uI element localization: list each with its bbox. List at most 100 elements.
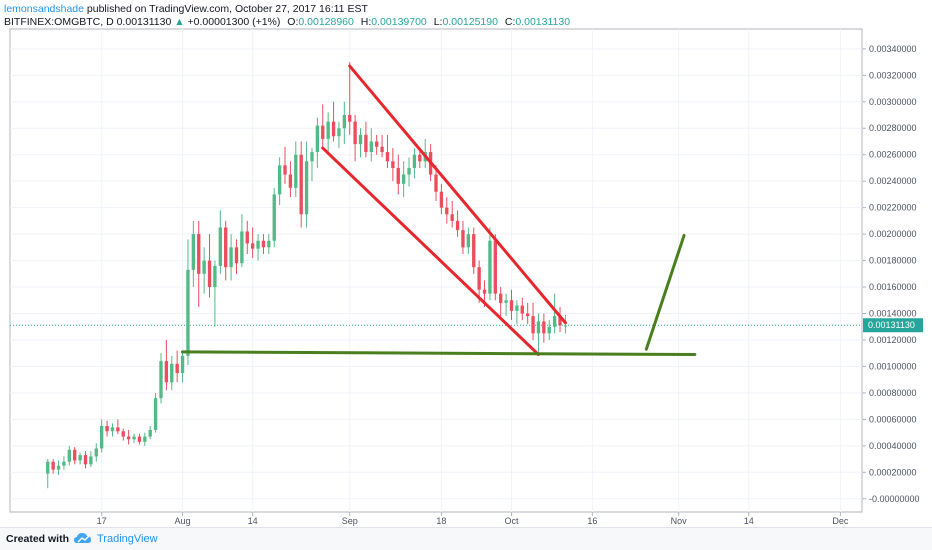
candle-down xyxy=(51,461,55,470)
candles xyxy=(46,62,568,489)
candle-up xyxy=(46,461,50,474)
x-tick-label: 14 xyxy=(744,516,754,526)
candle-up xyxy=(466,234,471,248)
low-value: 0.00125190 xyxy=(442,16,498,28)
candle-up xyxy=(401,174,406,184)
candle-down xyxy=(250,243,255,249)
candle-up xyxy=(267,240,271,248)
candle-down xyxy=(261,240,266,248)
candle-down xyxy=(375,141,379,147)
candle-down xyxy=(164,361,169,383)
last-price-badge: 0.00131130 xyxy=(863,318,923,333)
candle-up xyxy=(310,152,314,162)
y-tick-label: 0.00200000 xyxy=(869,229,917,239)
candle-up xyxy=(89,456,93,465)
trend-drawings[interactable] xyxy=(181,64,697,357)
last-price-badge-label: 0.00131130 xyxy=(868,320,915,330)
x-tick-label: Sep xyxy=(342,516,358,526)
candle-up xyxy=(148,429,152,437)
y-tick-label: 0.00340000 xyxy=(869,44,917,54)
x-tick-label: Dec xyxy=(832,516,849,526)
candle-up xyxy=(62,461,66,466)
candle-down xyxy=(283,165,287,175)
tradingview-brand[interactable]: TradingView xyxy=(97,533,158,545)
candle-up xyxy=(143,436,147,442)
y-tick-label: 0.00280000 xyxy=(869,123,917,133)
candle-down xyxy=(450,214,454,221)
candle-up xyxy=(504,300,508,303)
candle-down xyxy=(542,321,546,334)
candle-down xyxy=(234,247,239,264)
candle-down xyxy=(299,154,303,215)
last-price: 0.00131130 xyxy=(116,16,172,28)
plot-area[interactable] xyxy=(9,28,863,513)
candle-down xyxy=(288,174,293,188)
lower-channel-line xyxy=(321,146,540,357)
x-tick-label: Aug xyxy=(175,516,191,526)
candle-down xyxy=(121,431,125,437)
candle-down xyxy=(353,121,357,145)
candle-up xyxy=(94,448,98,457)
candle-up xyxy=(240,231,244,264)
price-chart[interactable]: 0.00340000 0.00320000 0.00300000 0.00280000… xyxy=(0,0,932,527)
candle-down xyxy=(472,234,476,268)
candle-down xyxy=(116,427,120,432)
candle-down xyxy=(105,425,109,432)
candle-down xyxy=(461,230,465,248)
candle-down xyxy=(83,455,88,465)
close-label: C: xyxy=(504,16,516,28)
y-tick-label: 0.00080000 xyxy=(869,388,917,398)
candle-down xyxy=(482,289,487,294)
candle-up xyxy=(99,425,104,449)
candle-down xyxy=(418,154,422,162)
y-tick-label: 0.00180000 xyxy=(869,256,917,266)
candle-up xyxy=(272,194,276,241)
candle-up xyxy=(213,265,217,288)
candle-up xyxy=(186,269,190,356)
candle-up xyxy=(315,125,320,153)
candle-up xyxy=(256,240,260,249)
candle-down xyxy=(525,313,530,317)
x-axis[interactable]: 17 Aug 14 Sep 18 Oct 16 Nov 14 Dec xyxy=(97,512,849,526)
x-tick-label: 14 xyxy=(248,516,258,526)
y-axis[interactable]: 0.00340000 0.00320000 0.00300000 0.00280000… xyxy=(862,44,920,504)
candle-up xyxy=(202,260,206,274)
y-tick-label: 0.00320000 xyxy=(869,70,917,80)
symbol-label: BITFINEX:OMGBTC, D xyxy=(4,16,114,28)
support-line xyxy=(181,350,697,357)
y-tick-label: -0.00000000 xyxy=(869,494,920,504)
last-price-badge-bg xyxy=(863,318,923,333)
candle-up xyxy=(191,234,196,270)
candle-up xyxy=(412,154,417,168)
y-tick-label: 0.00100000 xyxy=(869,361,917,371)
candle-down xyxy=(477,267,481,290)
candle-up xyxy=(369,141,373,153)
low-label: L: xyxy=(433,16,443,28)
y-tick-label: 0.00020000 xyxy=(869,467,917,477)
candle-down xyxy=(439,191,444,208)
y-tick-label: 0.00120000 xyxy=(869,335,917,345)
author-link[interactable]: lemonsandshade xyxy=(4,3,84,15)
open-value: 0.00128960 xyxy=(298,16,354,28)
publish-text: published on TradingView.com, October 27… xyxy=(83,3,368,15)
candle-up xyxy=(153,398,158,430)
candle-down xyxy=(348,115,352,122)
candle-down xyxy=(499,293,503,303)
x-tick-label: 16 xyxy=(587,516,597,526)
tradingview-cloud-icon xyxy=(74,533,91,543)
symbol-info: BITFINEX:OMGBTC, D 0.00131130 ▲ +0.00001… xyxy=(4,16,570,28)
x-tick-label: Oct xyxy=(504,516,519,526)
candle-down xyxy=(509,300,514,311)
candle-up xyxy=(407,167,411,175)
candle-down xyxy=(321,125,325,139)
candle-up xyxy=(358,134,363,145)
candle-down xyxy=(391,161,395,168)
candle-down xyxy=(531,316,535,334)
candle-up xyxy=(229,247,233,268)
candle-down xyxy=(331,121,336,137)
candle-down xyxy=(520,305,524,314)
close-value: 0.00131130 xyxy=(515,16,571,28)
candle-up xyxy=(515,305,519,311)
x-tick-label: 18 xyxy=(436,516,446,526)
